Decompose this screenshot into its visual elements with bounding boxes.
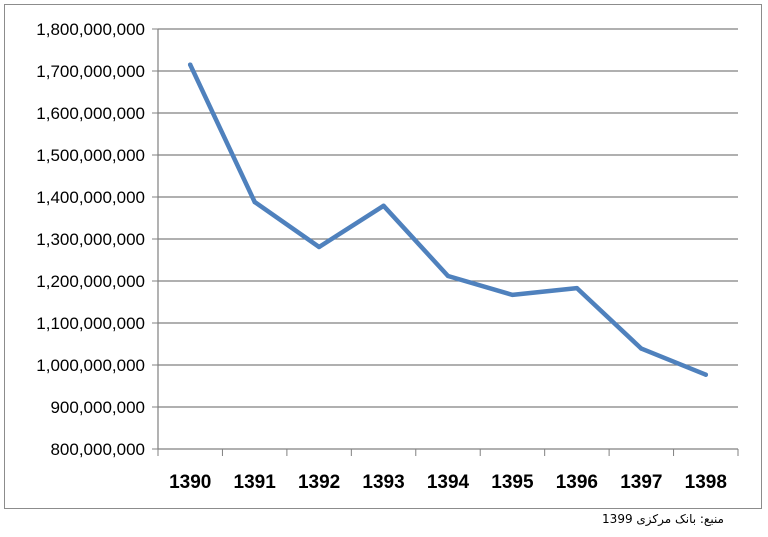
series-layer <box>187 62 709 377</box>
y-tick-label: 1,000,000,000 <box>36 356 145 375</box>
y-tick-label: 1,400,000,000 <box>36 188 145 207</box>
y-tick-label: 1,100,000,000 <box>36 314 145 333</box>
x-axis-tick-labels: 1390 1391 1392 1393 1394 1395 1396 1397 1398 <box>169 472 727 493</box>
x-tick-label: 1390 <box>169 472 211 493</box>
x-tick-label: 1391 <box>234 472 277 493</box>
y-axis-tick-labels: 800,000,000 900,000,000 1,000,000,000 1,100… <box>36 20 145 459</box>
x-tick-label: 1397 <box>620 472 662 493</box>
y-tick-label: 1,700,000,000 <box>36 62 145 81</box>
data-point <box>316 244 322 250</box>
data-point <box>574 285 580 291</box>
data-point <box>445 273 451 279</box>
y-tick-label: 1,800,000,000 <box>36 20 145 39</box>
data-point <box>510 292 515 298</box>
data-point <box>252 199 257 205</box>
x-tick-label: 1395 <box>491 472 534 493</box>
x-tick-label: 1398 <box>685 472 727 493</box>
x-tick-label: 1393 <box>362 472 404 493</box>
y-tick-label: 1,600,000,000 <box>36 104 145 123</box>
chart-frame <box>4 4 762 509</box>
series-line <box>187 62 709 377</box>
y-tick-label: 1,500,000,000 <box>36 146 145 165</box>
data-point <box>639 346 644 351</box>
data-point <box>381 203 386 209</box>
x-tick-label: 1394 <box>427 472 470 493</box>
y-tick-label: 1,200,000,000 <box>36 272 145 291</box>
y-tick-label: 900,000,000 <box>50 398 145 417</box>
x-tick-label: 1396 <box>556 472 598 493</box>
y-tick-label: 800,000,000 <box>50 440 145 459</box>
x-tick-label: 1392 <box>298 472 340 493</box>
axes <box>152 28 739 456</box>
y-tick-label: 1,300,000,000 <box>36 230 145 249</box>
grid-lines <box>158 28 738 408</box>
data-point <box>703 372 708 377</box>
data-point <box>188 62 193 67</box>
source-note: منبع: بانک مرکزی 1399 <box>602 512 724 526</box>
